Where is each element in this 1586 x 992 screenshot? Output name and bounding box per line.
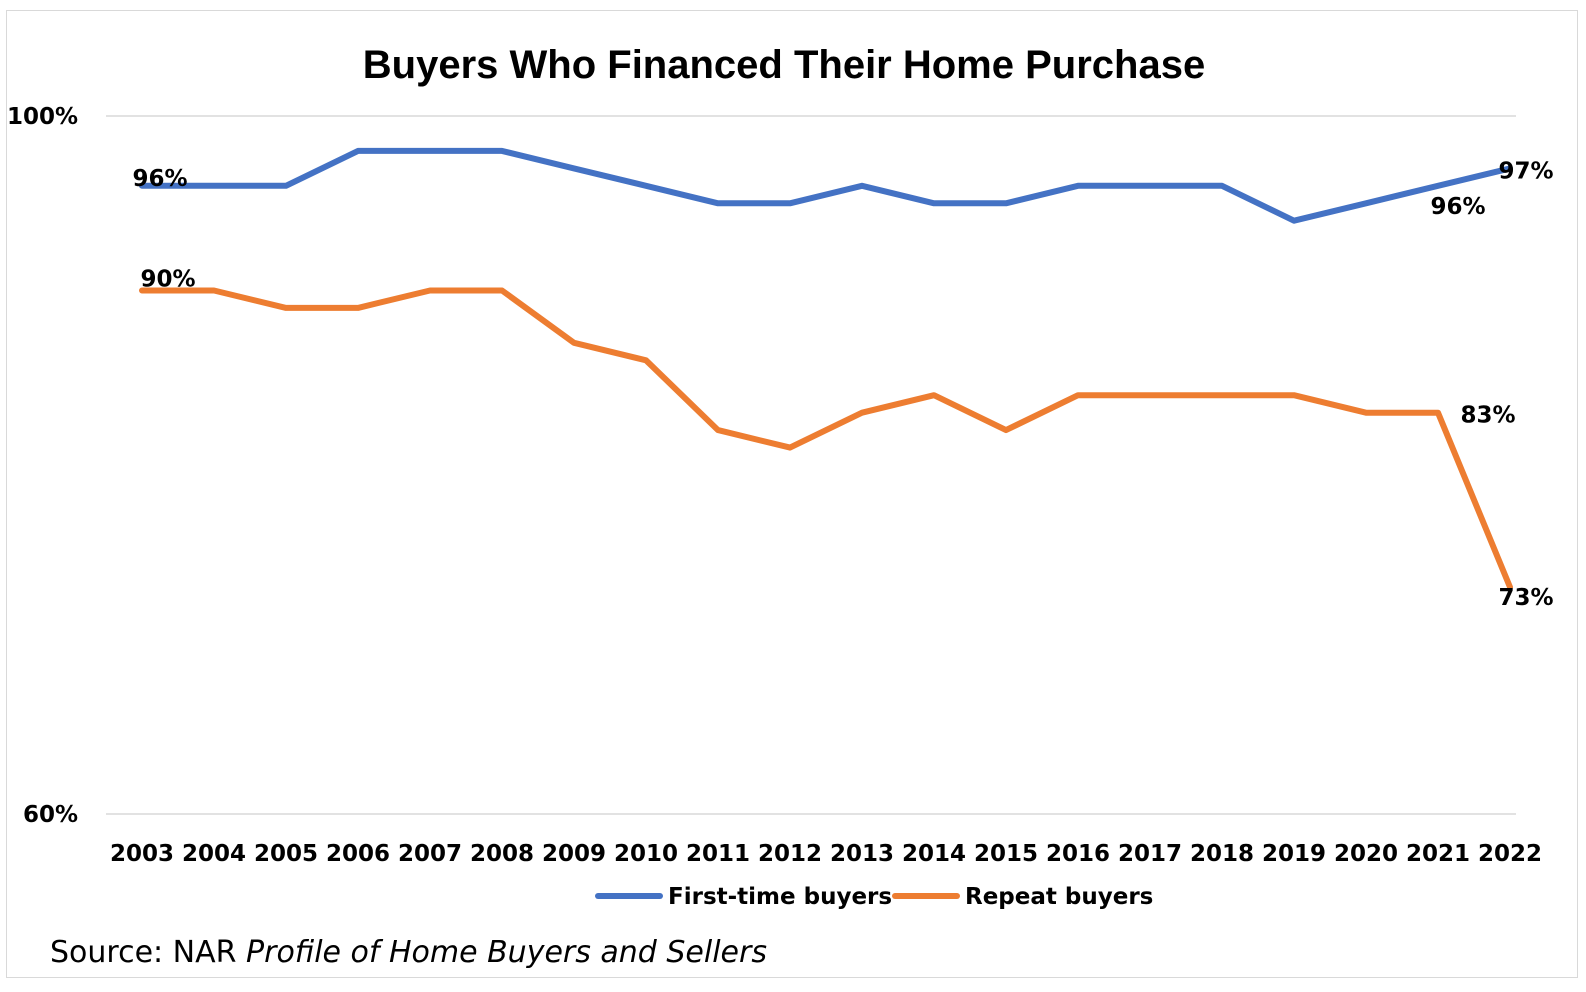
x-tick-label: 2008 bbox=[470, 841, 534, 867]
data-label: 83% bbox=[1460, 403, 1515, 429]
x-tick-label: 2022 bbox=[1478, 841, 1542, 867]
x-tick-label: 2016 bbox=[1046, 841, 1110, 867]
legend: First-time buyers Repeat buyers bbox=[595, 884, 1153, 910]
chart-frame bbox=[6, 10, 1578, 978]
x-tick-label: 2005 bbox=[254, 841, 318, 867]
y-tick-label: 60% bbox=[23, 802, 78, 828]
legend-label: First-time buyers bbox=[668, 884, 892, 910]
x-tick-label: 2012 bbox=[758, 841, 822, 867]
data-label: 97% bbox=[1498, 158, 1553, 184]
y-axis-ticks: 100% 60% bbox=[7, 104, 78, 828]
source-prefix: Source: NAR bbox=[50, 935, 246, 970]
series-lines bbox=[139, 147, 1513, 591]
x-tick-label: 2021 bbox=[1406, 841, 1470, 867]
x-tick-label: 2014 bbox=[902, 841, 966, 867]
x-tick-label: 2020 bbox=[1334, 841, 1398, 867]
x-tick-label: 2010 bbox=[614, 841, 678, 867]
series-line-repeat-buyers bbox=[139, 287, 1513, 591]
data-label: 90% bbox=[140, 267, 195, 293]
data-labels: 96% 96% 97% 90% 83% 73% bbox=[132, 158, 1553, 611]
chart-title: Buyers Who Financed Their Home Purchase bbox=[363, 43, 1205, 87]
x-tick-label: 2009 bbox=[542, 841, 606, 867]
x-tick-label: 2006 bbox=[326, 841, 390, 867]
x-axis-ticks: 2003 2004 2005 2006 2007 2008 2009 2010 2011 2012… bbox=[110, 841, 1542, 867]
data-label: 96% bbox=[1430, 194, 1485, 220]
x-tick-label: 2018 bbox=[1190, 841, 1254, 867]
x-tick-label: 2003 bbox=[110, 841, 174, 867]
x-tick-label: 2013 bbox=[830, 841, 894, 867]
source-note: Source: NAR Profile of Home Buyers and S… bbox=[50, 935, 767, 970]
y-tick-label: 100% bbox=[7, 104, 78, 130]
x-tick-label: 2015 bbox=[974, 841, 1038, 867]
x-tick-label: 2007 bbox=[398, 841, 462, 867]
legend-label: Repeat buyers bbox=[965, 884, 1153, 910]
source-title: Profile of Home Buyers and Sellers bbox=[246, 935, 767, 970]
data-label: 73% bbox=[1498, 585, 1553, 611]
x-tick-label: 2004 bbox=[182, 841, 246, 867]
x-tick-label: 2017 bbox=[1118, 841, 1182, 867]
x-tick-label: 2019 bbox=[1262, 841, 1326, 867]
series-line-first-time-buyers bbox=[139, 147, 1513, 224]
data-label: 96% bbox=[132, 166, 187, 192]
gridlines bbox=[106, 115, 1516, 815]
x-tick-label: 2011 bbox=[686, 841, 750, 867]
